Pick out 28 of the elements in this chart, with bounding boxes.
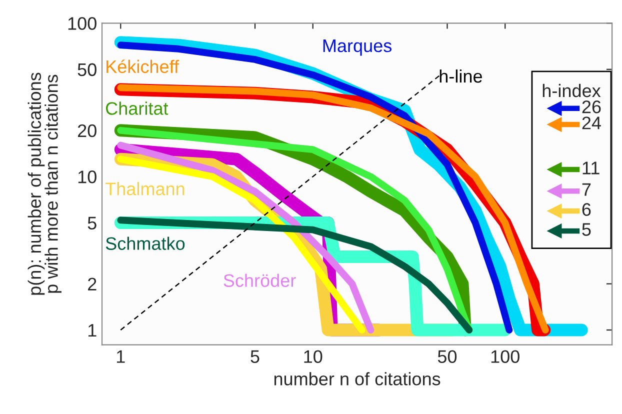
y-tick-label: 20 xyxy=(78,124,96,138)
annotation: h-index xyxy=(542,84,601,98)
y-axis-title: p(n): number of publications p with more than n citations xyxy=(28,72,62,295)
annotation: 26 xyxy=(582,100,601,114)
y-tick-label: 50 xyxy=(78,63,96,76)
y-tick-label: 5 xyxy=(88,216,96,230)
x-tick-label: 100 xyxy=(491,350,520,363)
y-tick-label: 1 xyxy=(88,324,96,337)
y-tick-label: 2 xyxy=(88,278,96,290)
y-tick-label: 100 xyxy=(68,17,96,30)
annotation: 6 xyxy=(582,203,591,216)
annotation: 24 xyxy=(582,116,601,130)
x-axis-title: number n of citations xyxy=(274,372,440,386)
x-tick-label: 5 xyxy=(250,350,260,363)
series-label: Marques xyxy=(323,40,392,56)
series-label: Charitat xyxy=(106,102,168,115)
series-label: Thalmann xyxy=(105,182,184,196)
x-tick-label: 10 xyxy=(304,350,322,363)
series-label: h-line xyxy=(440,69,482,83)
annotation: 5 xyxy=(582,223,591,236)
x-tick-label: 1 xyxy=(116,350,125,363)
series-label: Kékicheff xyxy=(106,60,180,74)
y-tick-label: 10 xyxy=(78,170,96,184)
annotation: 7 xyxy=(582,183,591,196)
annotation: 11 xyxy=(582,162,600,174)
x-tick-label: 50 xyxy=(438,350,457,363)
series-label: Schmatko xyxy=(106,236,185,250)
series-label: Schröder xyxy=(224,274,296,287)
